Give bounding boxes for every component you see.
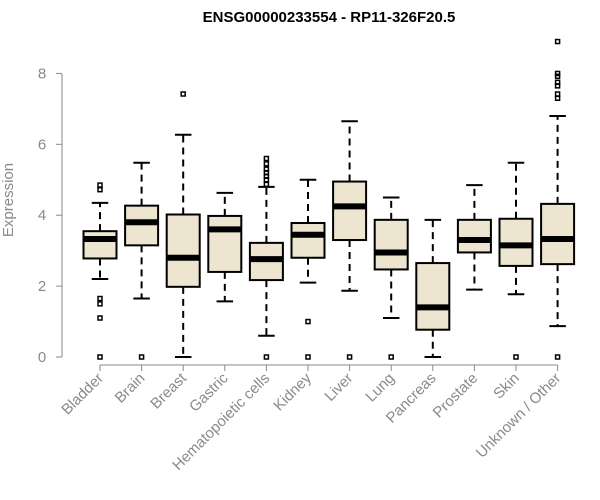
box-6 — [290, 178, 326, 360]
box-10 — [456, 184, 492, 291]
outlier-point — [554, 83, 561, 89]
box-iqr — [124, 204, 160, 247]
outlier-point — [305, 318, 311, 325]
box-5 — [248, 155, 284, 360]
box-iqr — [498, 217, 534, 267]
outlier-point — [554, 38, 561, 45]
y-tick-label: 0 — [38, 349, 46, 366]
outlier-point — [346, 354, 353, 360]
box-iqr — [415, 262, 451, 331]
outlier-point — [97, 354, 103, 360]
boxes-group — [82, 38, 576, 360]
outlier-point — [554, 354, 561, 360]
outlier-point — [554, 73, 561, 80]
box-iqr — [290, 222, 326, 259]
box-iqr — [540, 202, 576, 266]
y-tick-label: 6 — [38, 136, 46, 153]
x-category-label: Kidney — [270, 369, 315, 414]
box-2 — [124, 161, 160, 360]
outlier-point — [138, 354, 145, 360]
box-iqr — [82, 230, 118, 260]
box-9 — [415, 218, 451, 358]
y-tick-label: 2 — [38, 278, 46, 295]
x-category-label: Breast — [147, 369, 190, 412]
outlier-point — [554, 70, 561, 77]
box-1 — [82, 182, 118, 360]
outlier-point — [263, 161, 270, 167]
chart-title: ENSG00000233554 - RP11-326F20.5 — [203, 9, 456, 26]
box-11 — [498, 161, 534, 360]
y-tick-label: 4 — [38, 207, 46, 224]
x-category-label: Brain — [112, 370, 149, 407]
x-category-label: Skin — [490, 370, 523, 403]
outlier-point — [388, 354, 394, 360]
outlier-point — [97, 295, 103, 302]
outlier-point — [305, 354, 311, 360]
outlier-point — [263, 181, 270, 188]
x-category-label: Liver — [321, 370, 356, 405]
box-iqr — [456, 218, 492, 254]
box-iqr — [332, 180, 368, 242]
outlier-point — [263, 354, 270, 360]
box-12 — [540, 38, 576, 360]
outlier-point — [554, 95, 561, 102]
y-tick-label: 8 — [38, 65, 46, 82]
box-4 — [207, 191, 243, 303]
y-axis-label: Expression — [0, 163, 17, 237]
outlier-point — [97, 315, 103, 321]
outlier-point — [513, 354, 519, 360]
box-3 — [165, 91, 201, 358]
y-axis: 0 2 4 6 8 — [38, 65, 63, 366]
x-category-label: Prostate — [430, 370, 482, 422]
box-7 — [332, 120, 368, 360]
outlier-point — [263, 177, 270, 183]
box-iqr — [373, 218, 409, 271]
x-category-label: Bladder — [58, 370, 107, 419]
box-8 — [373, 196, 409, 360]
outlier-point — [180, 91, 186, 97]
outlier-point — [97, 182, 103, 188]
outlier-point — [97, 301, 103, 307]
outlier-point — [554, 91, 561, 97]
outlier-point — [97, 186, 103, 193]
box-iqr — [207, 214, 243, 273]
box-iqr — [165, 213, 201, 288]
x-category-label: Lung — [362, 370, 398, 406]
outlier-point — [263, 155, 270, 162]
